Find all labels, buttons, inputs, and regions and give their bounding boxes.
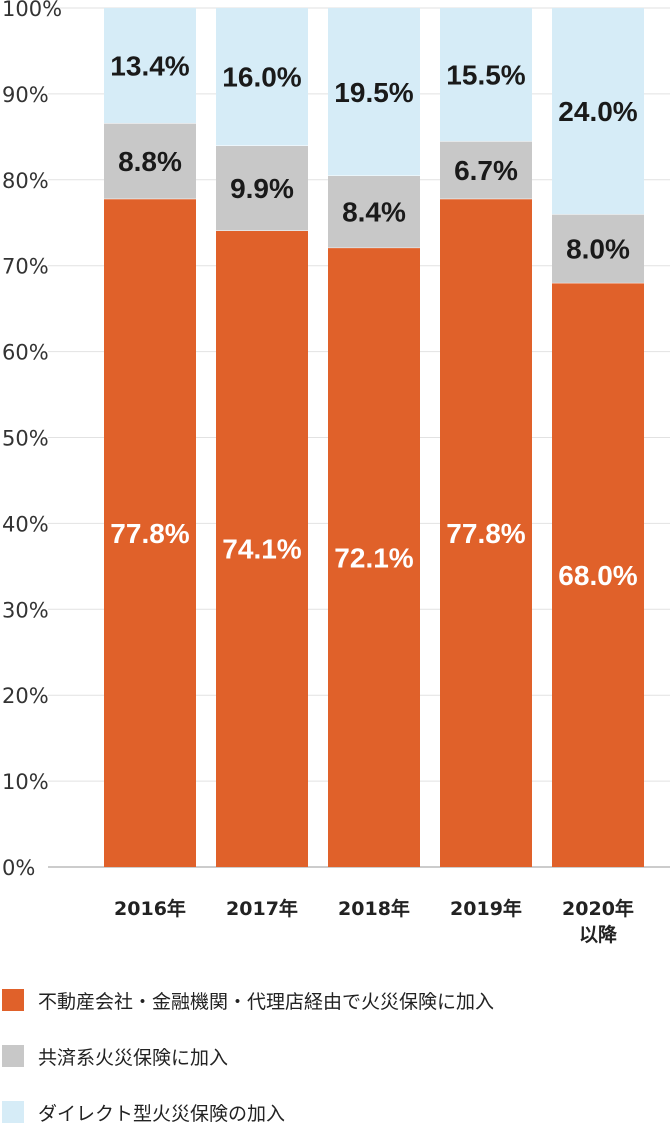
bar-segment bbox=[104, 198, 196, 867]
y-tick-label: 80% bbox=[2, 169, 49, 193]
legend: 不動産会社・金融機関・代理店経由で火災保険に加入 共済系火災保険に加入 ダイレク… bbox=[0, 972, 670, 1140]
legend-item-direct: ダイレクト型火災保険の加入 bbox=[0, 1084, 670, 1140]
data-label: 9.9% bbox=[230, 173, 294, 204]
y-tick-label: 20% bbox=[2, 684, 49, 708]
y-axis-tick-labels: 0% 10% 20% 30% 40% 50% 60% 70% 80% 90% 100% bbox=[2, 0, 62, 880]
y-tick-label: 70% bbox=[2, 255, 49, 279]
legend-item-realestate: 不動産会社・金融機関・代理店経由で火災保険に加入 bbox=[0, 972, 670, 1028]
bar-segment bbox=[328, 247, 420, 867]
data-label: 6.7% bbox=[454, 155, 518, 186]
data-label: 72.1% bbox=[334, 542, 413, 573]
x-tick-label: 2018年 bbox=[338, 897, 410, 920]
y-tick-label: 10% bbox=[2, 770, 49, 794]
legend-swatch-realestate bbox=[2, 989, 24, 1011]
data-label: 68.0% bbox=[558, 560, 637, 591]
data-label: 19.5% bbox=[334, 77, 413, 108]
data-label: 8.8% bbox=[118, 146, 182, 177]
y-tick-label: 30% bbox=[2, 598, 49, 622]
data-label: 8.0% bbox=[566, 234, 630, 265]
stacked-bar-chart: 0% 10% 20% 30% 40% 50% 60% 70% 80% 90% 100% 77.8% 8… bbox=[2, 0, 670, 946]
y-tick-label: 40% bbox=[2, 512, 49, 536]
data-label: 13.4% bbox=[110, 51, 189, 82]
bar-segment bbox=[216, 145, 308, 231]
y-tick-label: 60% bbox=[2, 341, 49, 365]
bar-segment bbox=[216, 8, 308, 146]
x-tick-label: 以降 bbox=[579, 923, 618, 946]
legend-swatch-direct bbox=[2, 1101, 24, 1123]
data-label: 74.1% bbox=[222, 534, 301, 565]
y-tick-label: 100% bbox=[2, 0, 62, 21]
bar-segment bbox=[552, 282, 644, 867]
y-tick-label: 50% bbox=[2, 427, 49, 451]
data-label: 8.4% bbox=[342, 197, 406, 228]
legend-label-realestate: 不動産会社・金融機関・代理店経由で火災保険に加入 bbox=[38, 990, 495, 1013]
bars bbox=[104, 8, 644, 867]
data-labels: 77.8% 8.8% 13.4% 74.1% 9.9% 16.0% 72.1% 8.4% 19.… bbox=[110, 51, 637, 591]
data-label: 77.8% bbox=[110, 518, 189, 549]
data-label: 24.0% bbox=[558, 96, 637, 127]
legend-label-direct: ダイレクト型火災保険の加入 bbox=[38, 1102, 286, 1125]
bar-segment bbox=[328, 8, 420, 176]
data-label: 77.8% bbox=[446, 518, 525, 549]
legend-label-kyosai: 共済系火災保険に加入 bbox=[38, 1046, 229, 1069]
bar-segment bbox=[552, 214, 644, 283]
bar-segment bbox=[104, 123, 196, 199]
data-label: 16.0% bbox=[222, 62, 301, 93]
bar-segment bbox=[104, 8, 196, 124]
legend-swatch-kyosai bbox=[2, 1045, 24, 1067]
x-tick-label: 2019年 bbox=[450, 897, 522, 920]
bar-segment bbox=[328, 175, 420, 248]
x-tick-label: 2016年 bbox=[114, 897, 186, 920]
bar-segment bbox=[440, 198, 532, 867]
bar-segment bbox=[552, 8, 644, 215]
legend-item-kyosai: 共済系火災保険に加入 bbox=[0, 1028, 670, 1084]
bar-segment bbox=[440, 8, 532, 142]
data-label: 15.5% bbox=[446, 60, 525, 91]
x-tick-label: 2017年 bbox=[226, 897, 298, 920]
y-tick-label: 90% bbox=[2, 83, 49, 107]
bar-segment bbox=[216, 230, 308, 867]
x-tick-label: 2020年 bbox=[562, 897, 634, 920]
y-tick-label: 0% bbox=[2, 856, 35, 880]
bar-segment bbox=[440, 141, 532, 199]
